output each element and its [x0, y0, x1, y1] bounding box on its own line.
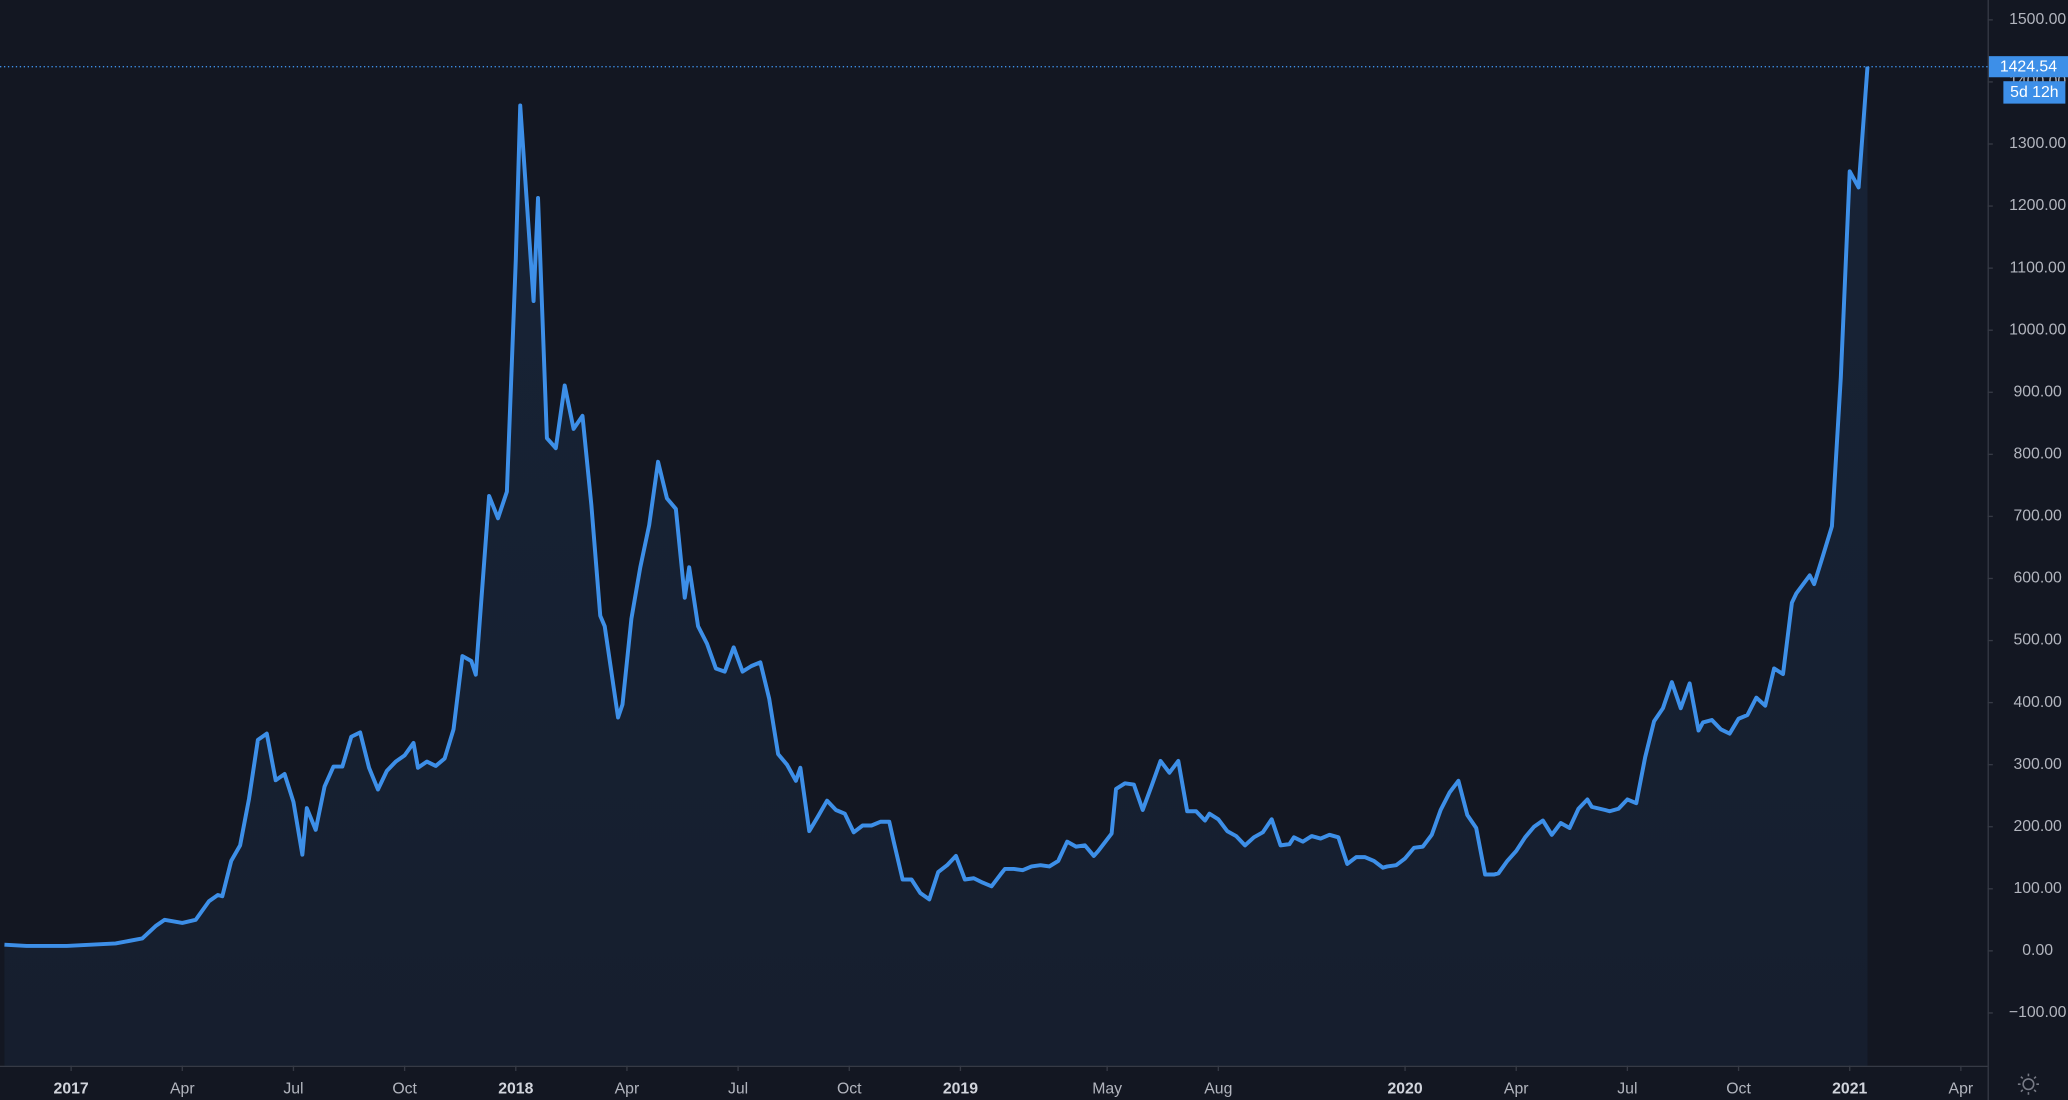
y-tick-label: 800.00 [2013, 446, 2062, 463]
y-tick-label: 1300.00 [2009, 135, 2066, 152]
x-tick-label: Aug [1204, 1081, 1232, 1098]
y-tick-label: 200.00 [2013, 818, 2062, 835]
y-tick-label: 700.00 [2013, 508, 2062, 525]
y-tick-label: −100.00 [2009, 1004, 2067, 1021]
y-tick-label: 100.00 [2013, 880, 2062, 897]
countdown-badge [2003, 81, 2066, 104]
x-tick-label: Apr [1504, 1081, 1529, 1098]
countdown-label: 5d 12h [2010, 84, 2058, 101]
price-line [4, 66, 1870, 948]
y-tick-label: 1000.00 [2009, 321, 2066, 338]
x-tick-label: 2017 [54, 1081, 89, 1098]
x-tick-label: 2020 [1387, 1081, 1422, 1098]
y-tick-label: 1100.00 [2010, 259, 2066, 276]
x-tick-label: May [1092, 1081, 1122, 1098]
y-tick-label: 1500.00 [2009, 11, 2066, 28]
y-tick-label: 900.00 [2013, 383, 2062, 400]
x-tick-label: Apr [615, 1081, 640, 1098]
x-tick-label: Jul [728, 1081, 748, 1098]
x-tick-label: Jul [1617, 1081, 1637, 1098]
last-price-label: 1424.54 [2000, 59, 2057, 76]
y-tick-label: 500.00 [2013, 632, 2062, 649]
settings-icon[interactable] [2017, 1073, 2039, 1095]
y-tick-label: 400.00 [2013, 694, 2062, 711]
x-tick-label: 2018 [498, 1081, 533, 1098]
x-tick-label: Oct [1726, 1081, 1751, 1098]
x-tick-label: Apr [1949, 1081, 1974, 1098]
x-tick-label: Oct [392, 1081, 417, 1098]
x-tick-label: 2021 [1832, 1081, 1867, 1098]
y-tick-label: 600.00 [2013, 570, 2062, 587]
settings-icon-rays[interactable] [2017, 1073, 2039, 1095]
last-price-badge [1988, 56, 2068, 78]
y-tick-label: 300.00 [2013, 756, 2062, 773]
x-tick-label: 2019 [943, 1081, 978, 1098]
x-tick-label: Oct [837, 1081, 862, 1098]
area-fill [4, 66, 1868, 1066]
y-tick-label: 1200.00 [2009, 197, 2066, 214]
settings-icon-core[interactable] [2022, 1078, 2035, 1091]
x-tick-label: Apr [170, 1081, 195, 1098]
x-tick-label: Jul [283, 1081, 303, 1098]
y-tick-label: 0.00 [2022, 942, 2053, 959]
